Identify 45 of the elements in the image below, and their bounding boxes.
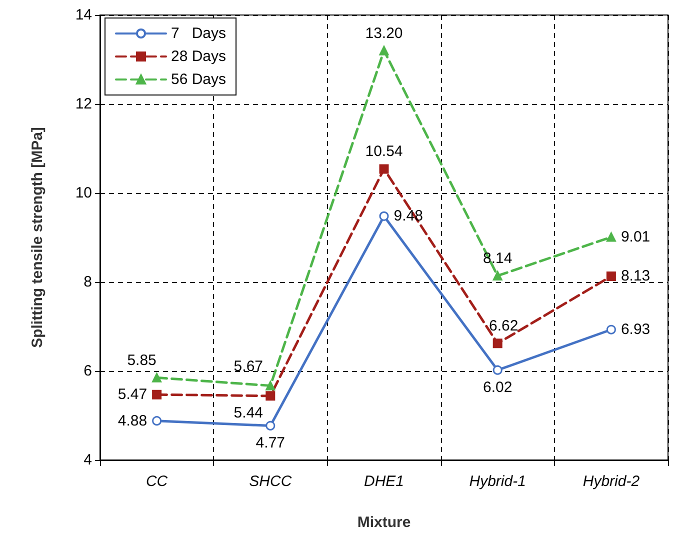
x-axis-title: Mixture: [357, 514, 411, 531]
point: [606, 271, 616, 281]
data-label: 5.47: [118, 386, 148, 404]
y-tick-label: 8: [84, 274, 92, 290]
data-label: 9.01: [620, 228, 650, 246]
point: [266, 391, 276, 401]
point: [379, 164, 389, 174]
point: [152, 390, 162, 400]
data-label: 4.88: [118, 412, 148, 430]
data-label: 5.85: [127, 352, 156, 369]
point: [606, 324, 616, 334]
data-label: 6.02: [483, 378, 512, 396]
x-tick-label: SHCC: [249, 473, 292, 490]
legend-label: 56 Days: [171, 71, 226, 88]
y-tick-label: 4: [84, 452, 92, 468]
data-label: 10.54: [365, 143, 403, 160]
y-tick-label: 6: [84, 362, 92, 380]
point: [152, 416, 162, 426]
y-tick-label: 12: [75, 96, 92, 112]
data-label: 6.62: [489, 318, 518, 335]
point: [266, 420, 276, 430]
point: [492, 365, 502, 375]
y-tick-label: 14: [75, 6, 92, 24]
x-tick-label: Hybrid-2: [582, 473, 640, 490]
data-label: 5.67: [234, 358, 263, 375]
data-label: 8.13: [620, 268, 650, 285]
x-tick-label: Hybrid-1: [469, 473, 526, 490]
point: [152, 372, 162, 382]
point: [606, 232, 616, 242]
data-label: 13.20: [365, 24, 403, 42]
data-label: 6.93: [620, 321, 650, 338]
point: [492, 271, 502, 281]
y-axis-title: Splitting tensile strength [MPa]: [29, 127, 46, 348]
x-tick-label: DHE1: [364, 473, 404, 490]
legend-label: 7 Days: [171, 25, 226, 42]
data-label: 4.77: [256, 434, 285, 452]
point: [266, 380, 276, 390]
data-label: 5.44: [234, 404, 263, 422]
data-label: 8.14: [483, 250, 512, 268]
x-tick-label: CC: [146, 473, 168, 490]
legend-label: 28 Days: [171, 48, 226, 65]
point: [379, 211, 389, 221]
point: [379, 46, 389, 56]
y-tick-label: 10: [75, 184, 92, 202]
point: [492, 338, 502, 348]
